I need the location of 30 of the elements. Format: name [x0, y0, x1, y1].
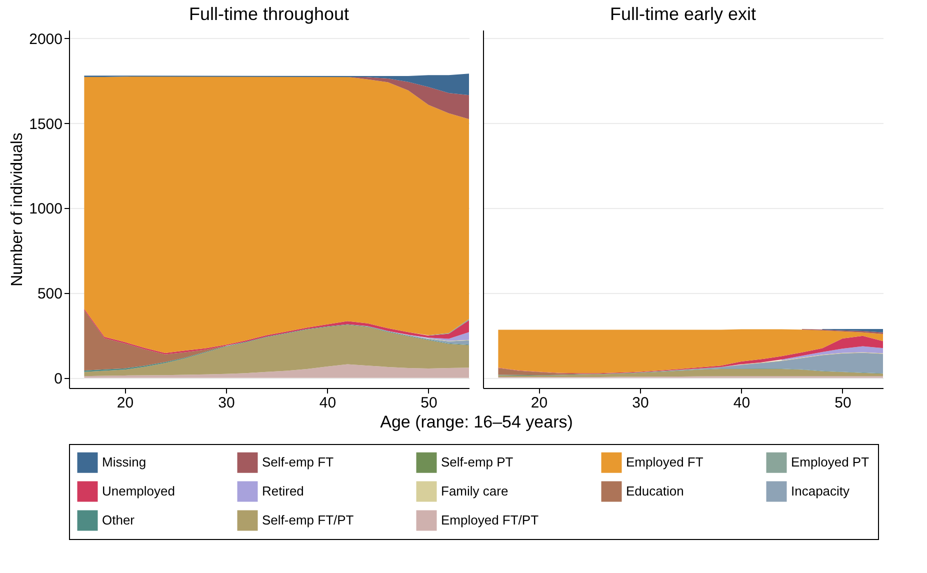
legend-label: Employed FT/PT [441, 512, 539, 528]
y-tick-label: 500 [37, 285, 62, 302]
chart-title: Full-time early exit [610, 4, 756, 24]
legend-label: Employed PT [791, 454, 870, 470]
legend-label: Self-emp FT/PT [262, 512, 354, 528]
legend-label: Family care [441, 484, 508, 498]
y-tick-label: 2000 [29, 30, 62, 48]
x-tick-label: 40 [319, 394, 336, 412]
y-axis-title: Number of individuals [9, 132, 26, 286]
x-tick-label: 50 [834, 394, 852, 412]
legend-label: Retired [262, 484, 304, 498]
chart-title: Full-time throughout [188, 4, 350, 24]
x-tick-label: 20 [116, 394, 134, 412]
x-tick-label: 50 [420, 394, 438, 412]
legend-label: Education [626, 484, 684, 498]
x-tick-label: 20 [530, 394, 548, 412]
y-tick-label: 1000 [29, 200, 62, 218]
x-tick-label: 30 [218, 394, 235, 412]
legend-label: Employed FT [626, 454, 704, 470]
y-tick-label: 1500 [29, 116, 62, 133]
legend-label: Incapacity [791, 484, 850, 498]
legend-label: Other [102, 512, 136, 528]
x-tick-label: 40 [733, 394, 750, 412]
legend-label: Missing [102, 454, 146, 470]
legend-label: Unemployed [102, 484, 175, 498]
y-tick-label: 0 [54, 370, 62, 388]
x-tick-label: 30 [632, 394, 649, 412]
x-axis-title: Age (range: 16–54 years) [380, 412, 573, 432]
legend-label: Self-emp FT [262, 454, 334, 470]
legend-label: Self-emp PT [441, 454, 514, 470]
